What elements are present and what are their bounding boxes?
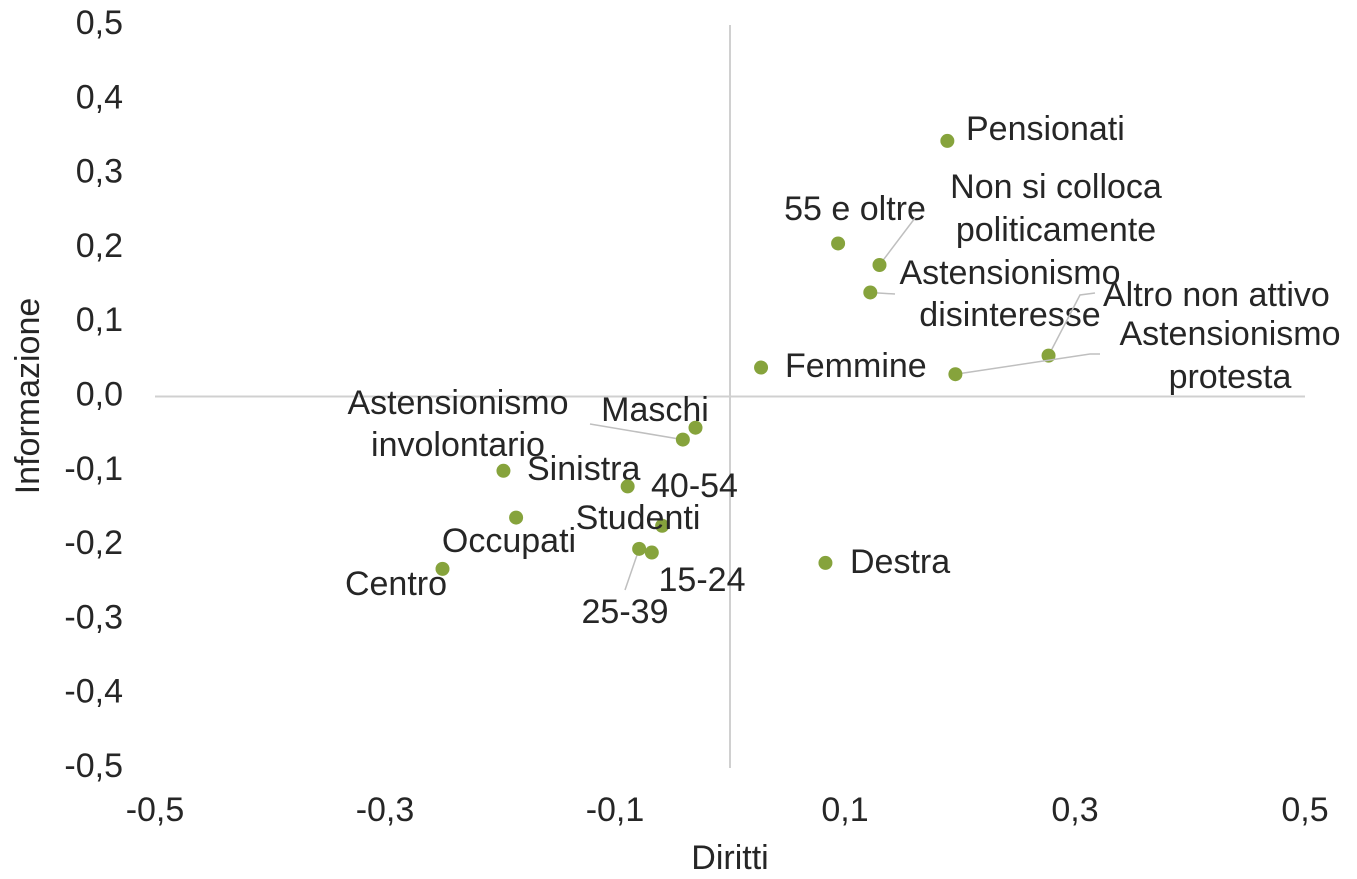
point-label: Femmine: [785, 347, 927, 385]
x-tick-label: 0,5: [1281, 791, 1328, 829]
point: [948, 367, 963, 382]
point-label: 15-24: [659, 561, 746, 599]
y-tick-label: 0,3: [76, 153, 123, 191]
point: [688, 420, 703, 435]
y-tick-label: -0,4: [64, 673, 123, 711]
point: [675, 432, 690, 447]
point-label: Pensionati: [966, 110, 1125, 148]
point-label: Astensionismo: [1119, 315, 1340, 353]
y-tick-label: -0,5: [64, 747, 123, 785]
point-label: protesta: [1169, 358, 1292, 396]
y-axis-title: Informazione: [9, 298, 47, 495]
point: [509, 510, 524, 525]
leader-line: [1047, 292, 1096, 356]
point-label: Astensionismo: [899, 254, 1120, 292]
point-label: involontario: [371, 426, 545, 464]
x-tick-label: -0,3: [356, 791, 415, 829]
point-label: disinteresse: [919, 296, 1100, 334]
point-label: Astensionismo: [347, 384, 568, 422]
y-tick-label: -0,1: [64, 450, 123, 488]
leader-line: [878, 217, 916, 266]
y-tick-label: 0,2: [76, 227, 123, 265]
y-tick-label: -0,2: [64, 524, 123, 562]
x-tick-label: -0,1: [586, 791, 645, 829]
point: [940, 133, 955, 148]
point: [435, 561, 450, 576]
point: [754, 360, 769, 375]
point: [863, 285, 878, 300]
point: [831, 236, 846, 251]
point-label: Maschi: [601, 391, 709, 429]
x-axis-title: Diritti: [691, 839, 768, 877]
point: [655, 518, 670, 533]
point-label: Altro non attivo: [1103, 276, 1330, 314]
point: [644, 545, 659, 560]
leader-line: [624, 548, 640, 591]
leader-line: [589, 423, 683, 441]
x-tick-label: 0,3: [1051, 791, 1098, 829]
point: [632, 541, 647, 556]
point: [818, 555, 833, 570]
point: [872, 257, 887, 272]
point: [620, 479, 635, 494]
leader-line: [955, 353, 1100, 375]
point-label: Occupati: [442, 522, 576, 560]
point-label: 55 e oltre: [784, 190, 926, 228]
x-tick-label: 0,1: [821, 791, 868, 829]
y-tick-label: 0,5: [76, 4, 123, 42]
y-tick-label: 0,4: [76, 78, 123, 116]
point-label: 25-39: [582, 593, 669, 631]
point-label: Sinistra: [527, 450, 640, 488]
point: [496, 463, 511, 478]
x-tick-label: -0,5: [126, 791, 185, 829]
point-label: politicamente: [956, 211, 1156, 249]
point-label: Non si colloca: [950, 168, 1162, 206]
y-tick-label: 0,1: [76, 301, 123, 339]
y-tick-label: 0,0: [76, 375, 123, 413]
point-label: 40-54: [651, 467, 738, 505]
point-label: Studenti: [576, 499, 701, 537]
point-label: Centro: [345, 565, 447, 603]
y-tick-label: -0,3: [64, 598, 123, 636]
point-label: Destra: [850, 543, 950, 581]
